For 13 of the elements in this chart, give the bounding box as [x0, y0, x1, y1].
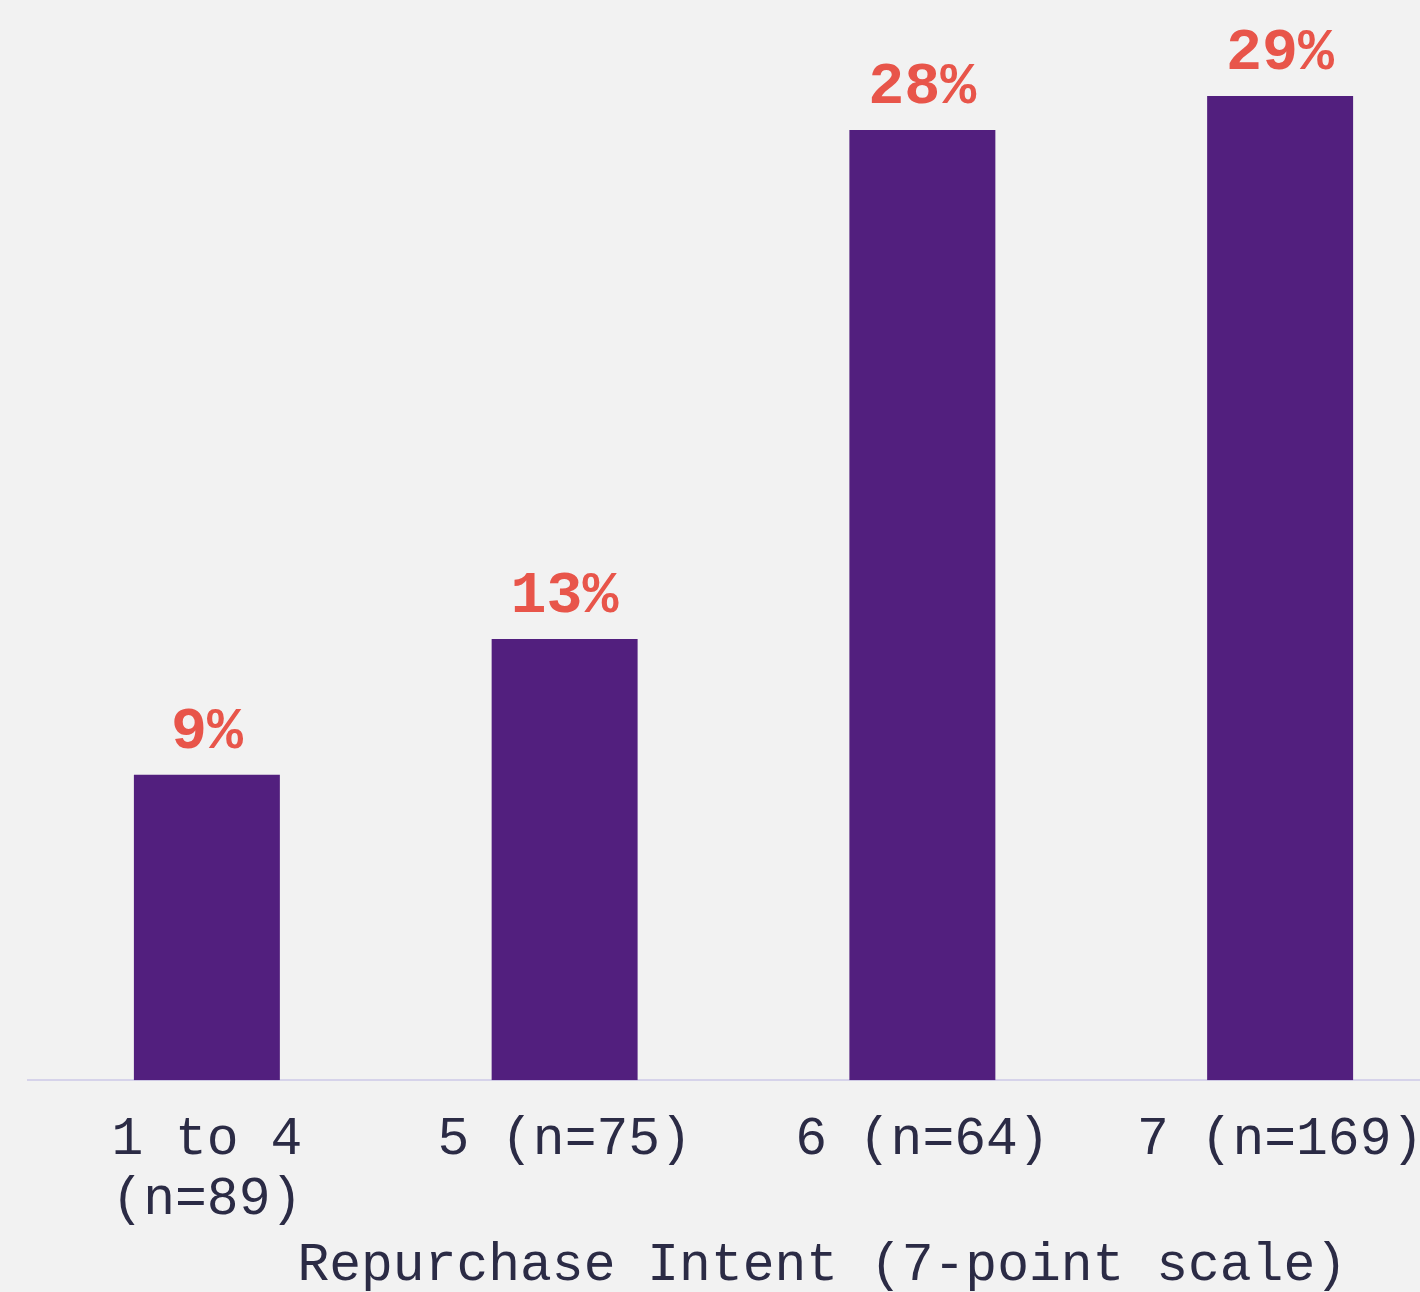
data-label: 29%	[1226, 18, 1336, 87]
bar	[491, 638, 638, 1081]
x-axis-title: Repurchase Intent (7-point scale)	[297, 1236, 1347, 1292]
x-tick-label: 7 (n=169)	[1137, 1110, 1420, 1171]
bar	[849, 129, 996, 1081]
x-tick-label: 1 to 4 (n=89)	[111, 1110, 303, 1231]
bar	[133, 774, 280, 1081]
data-label: 9%	[170, 697, 244, 766]
data-label: 28%	[868, 52, 978, 121]
x-tick-label: 5 (n=75)	[437, 1110, 692, 1171]
data-label: 13%	[510, 561, 620, 630]
x-tick-label: 6 (n=64)	[795, 1110, 1050, 1171]
bar	[1207, 95, 1354, 1081]
